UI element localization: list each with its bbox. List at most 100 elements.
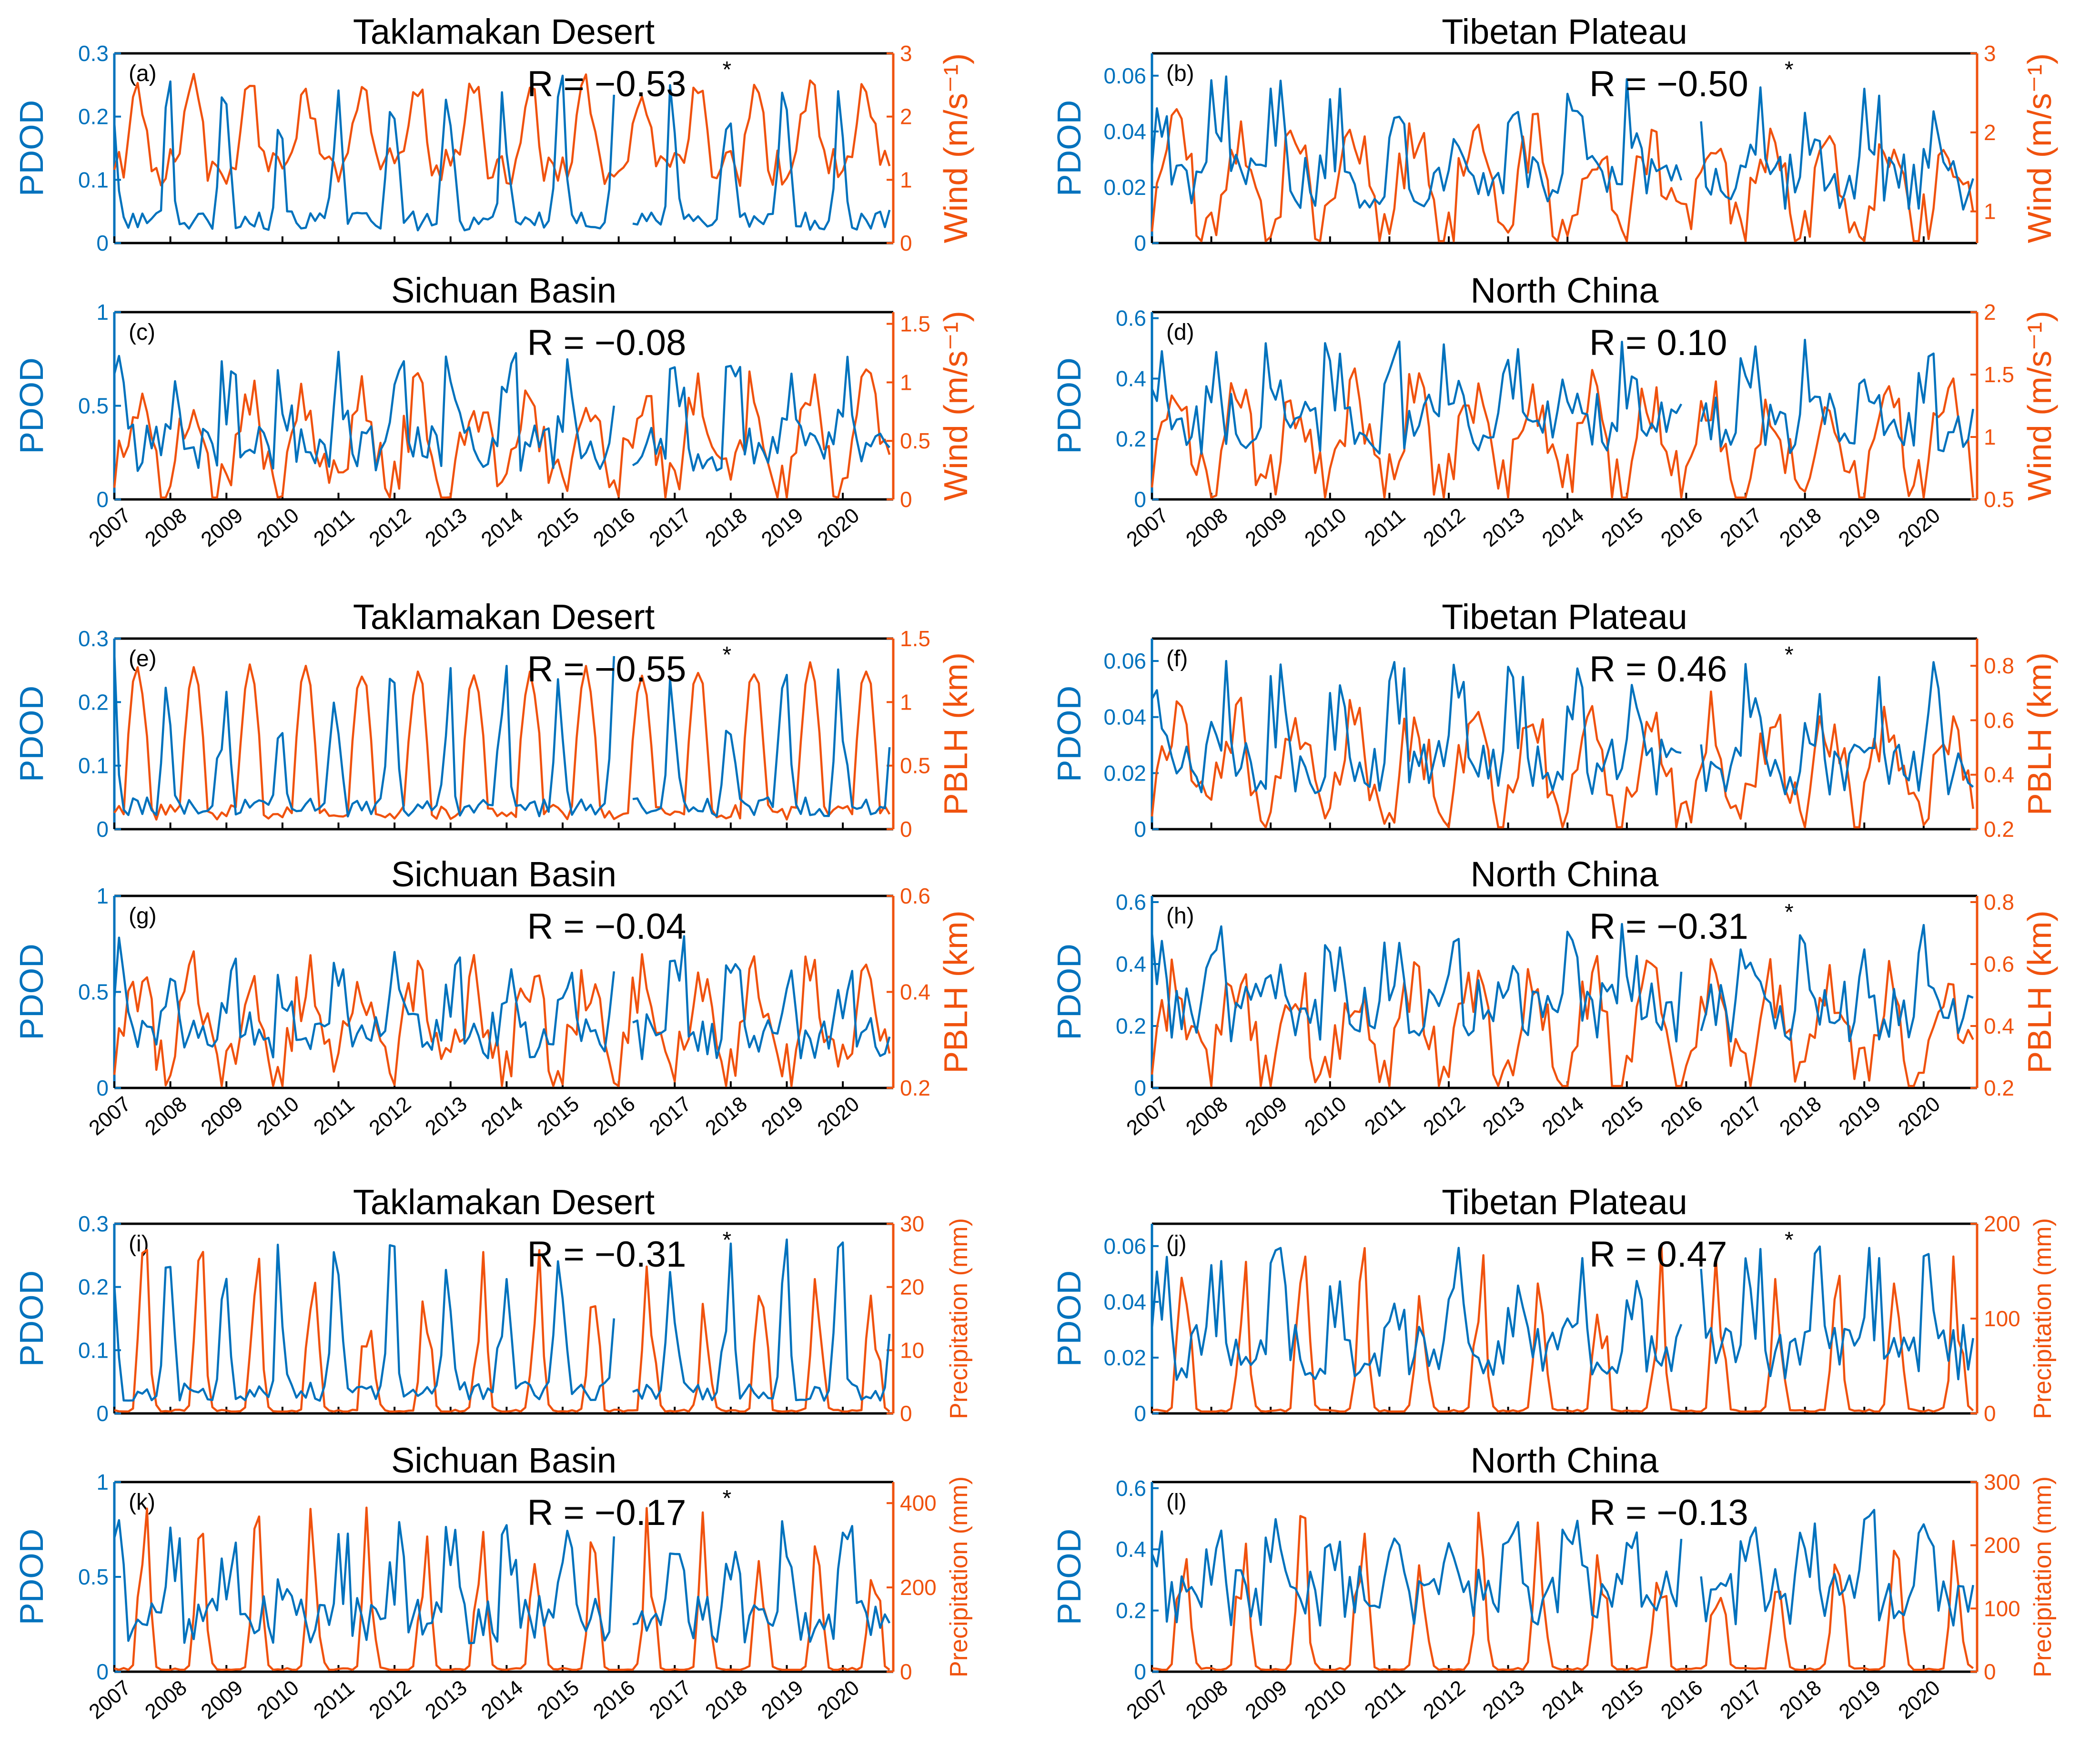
left-axis-title: PDOD xyxy=(13,1529,50,1625)
x-tick-label: 2018 xyxy=(701,1092,751,1140)
pdod-series-line xyxy=(113,935,891,1060)
x-tick-label: 2013 xyxy=(1478,1092,1529,1140)
right-tick-label: 0.5 xyxy=(900,753,930,778)
driver-series-line xyxy=(1151,955,1974,1087)
left-tick-label: 0.3 xyxy=(78,1211,109,1236)
significance-mark: * xyxy=(723,1228,732,1253)
x-tick-label: 2014 xyxy=(477,1092,527,1140)
x-tick-label: 2019 xyxy=(757,1676,808,1724)
chart-panel-j: 0 0.02 0.04 0.06 0 100 200 Tibetan Plateau (j) R … xyxy=(1050,1182,2057,1426)
left-tick-label: 0.2 xyxy=(78,1275,109,1300)
x-tick-label: 2008 xyxy=(141,1092,191,1140)
left-tick-label: 0 xyxy=(1134,1659,1146,1684)
left-tick-label: 0.6 xyxy=(1116,890,1146,914)
panel-label: (c) xyxy=(129,320,155,345)
driver-series-line xyxy=(1151,108,1974,243)
left-axis-title: PDOD xyxy=(1050,944,1088,1040)
panel-label: (f) xyxy=(1166,646,1188,671)
x-tick-label: 2018 xyxy=(701,504,751,551)
left-tick-label: 0.06 xyxy=(1103,649,1146,673)
right-tick-label: 1.5 xyxy=(1984,362,2014,387)
right-tick-label: 0 xyxy=(900,231,912,255)
right-axis-title: Precipitation (mm) xyxy=(945,1476,973,1677)
right-tick-label: 0 xyxy=(900,817,912,842)
panel-title: Tibetan Plateau xyxy=(1442,597,1687,637)
x-tick-label: 2008 xyxy=(141,1676,191,1724)
left-axis-title: PDOD xyxy=(1050,100,1088,196)
right-tick-label: 0.4 xyxy=(900,980,930,1005)
significance-mark: * xyxy=(723,57,732,82)
left-axis-title: PDOD xyxy=(13,1270,50,1367)
driver-series-line xyxy=(1151,690,1974,829)
left-tick-label: 0 xyxy=(96,487,109,512)
x-tick-label: 2010 xyxy=(252,1676,303,1724)
right-tick-label: 200 xyxy=(900,1575,937,1600)
right-tick-label: 0.5 xyxy=(900,428,930,453)
left-tick-label: 0.2 xyxy=(78,690,109,714)
right-axis-title: Precipitation (mm) xyxy=(2029,1218,2057,1419)
driver-series-line xyxy=(1151,367,1974,499)
x-tick-label: 2007 xyxy=(84,504,135,551)
left-tick-label: 0.04 xyxy=(1103,1290,1146,1314)
x-tick-label: 2013 xyxy=(421,504,471,551)
x-tick-label: 2019 xyxy=(1835,504,1885,551)
x-tick-label: 2008 xyxy=(141,504,191,551)
x-tick-label: 2010 xyxy=(1300,1092,1351,1140)
pdod-series-line xyxy=(1151,338,1974,455)
panel-title: Sichuan Basin xyxy=(391,854,616,894)
x-tick-label: 2007 xyxy=(1122,1092,1172,1140)
left-tick-label: 0.04 xyxy=(1103,119,1146,144)
pdod-series-line xyxy=(113,1238,891,1402)
x-tick-label: 2011 xyxy=(1360,1676,1410,1723)
x-tick-label: 2019 xyxy=(757,504,808,551)
x-tick-label: 2020 xyxy=(813,504,864,551)
x-tick-label: 2011 xyxy=(309,1093,359,1139)
left-tick-label: 0.6 xyxy=(1116,1476,1146,1501)
left-tick-label: 0.5 xyxy=(78,980,109,1005)
x-tick-label: 2009 xyxy=(1241,1092,1292,1140)
chart-panel-k: 0 0.5 1 0 200 400 2007 2008 2009 2010 2011 2012 2013… xyxy=(13,1441,973,1724)
correlation-label: R = −0.31 xyxy=(527,1234,687,1275)
x-tick-label: 2014 xyxy=(1538,1676,1588,1724)
x-tick-label: 2016 xyxy=(589,504,639,551)
right-tick-label: 1 xyxy=(900,167,912,192)
x-tick-label: 2015 xyxy=(1597,1676,1647,1724)
left-tick-label: 0 xyxy=(1134,487,1146,512)
x-tick-label: 2009 xyxy=(1241,504,1292,551)
panel-title: North China xyxy=(1471,854,1659,894)
right-tick-label: 2 xyxy=(900,104,912,129)
x-tick-label: 2016 xyxy=(1656,504,1707,551)
panel-label: (k) xyxy=(129,1490,155,1515)
x-tick-label: 2020 xyxy=(813,1676,864,1724)
significance-mark: * xyxy=(1785,900,1794,925)
x-tick-label: 2019 xyxy=(1835,1676,1885,1724)
x-tick-label: 2015 xyxy=(1597,1092,1647,1140)
right-tick-label: 10 xyxy=(900,1338,924,1362)
pdod-series-line xyxy=(1151,1509,1974,1627)
chart-panel-a: 0 0.1 0.2 0.3 0 1 2 3 Taklamakan Desert (a) R = −0… xyxy=(13,12,974,255)
x-tick-label: 2016 xyxy=(1656,1092,1707,1140)
right-tick-label: 0 xyxy=(1984,1659,1996,1684)
x-tick-label: 2008 xyxy=(1181,504,1232,551)
left-tick-label: 0 xyxy=(1134,1401,1146,1426)
panel-label: (g) xyxy=(129,904,157,929)
x-tick-label: 2017 xyxy=(1716,1092,1766,1140)
x-tick-label: 2009 xyxy=(197,1676,247,1724)
right-tick-label: 0 xyxy=(1984,1401,1996,1426)
x-tick-label: 2010 xyxy=(1300,1676,1351,1724)
x-tick-label: 2007 xyxy=(1122,504,1172,551)
left-tick-label: 0.06 xyxy=(1103,63,1146,88)
x-tick-label: 2007 xyxy=(84,1676,135,1724)
panel-title: North China xyxy=(1471,1441,1659,1480)
left-axis-title: PDOD xyxy=(1050,1270,1088,1367)
driver-series-line xyxy=(113,950,891,1087)
x-tick-label: 2013 xyxy=(1478,504,1529,551)
left-tick-label: 0.3 xyxy=(78,41,109,66)
significance-mark: * xyxy=(723,1486,732,1511)
x-tick-label: 2012 xyxy=(1419,1676,1469,1724)
x-tick-label: 2014 xyxy=(1538,1092,1588,1140)
significance-mark: * xyxy=(1785,1228,1794,1253)
left-tick-label: 0.02 xyxy=(1103,175,1146,200)
chart-panel-l: 0 0.2 0.4 0.6 0 100 200 300 2007 2008 2009 2010 2011… xyxy=(1050,1441,2057,1724)
